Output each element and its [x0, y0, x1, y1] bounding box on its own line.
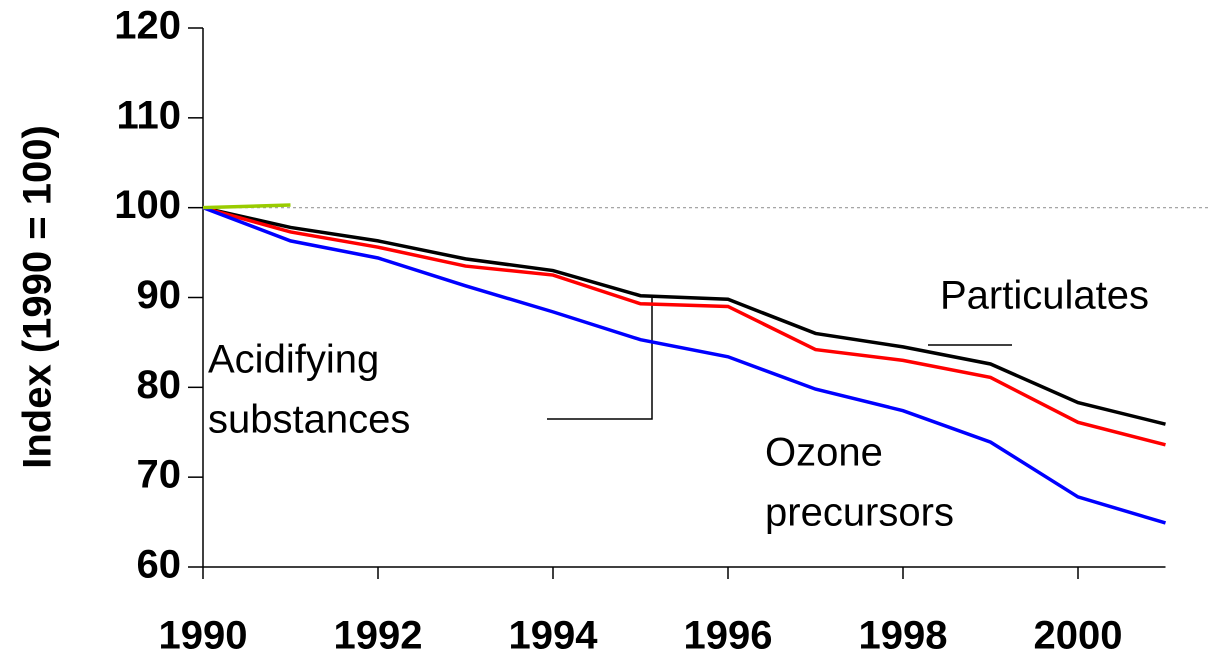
y-tick-label: 70 — [137, 453, 182, 497]
series-line — [202, 205, 1166, 426]
x-tick-label: 2000 — [1034, 614, 1123, 658]
annotation: Acidifying — [208, 338, 379, 382]
series-line — [202, 203, 291, 210]
annotation: precursors — [765, 491, 954, 535]
annotation: Particulates — [940, 274, 1149, 318]
y-tick-label: 90 — [137, 273, 182, 317]
y-tick-label: 100 — [114, 183, 181, 227]
series-line — [202, 206, 1166, 525]
x-tick-label: 1998 — [859, 614, 948, 658]
annotation: Ozone — [765, 431, 883, 475]
y-axis-label: Index (1990 = 100) — [16, 125, 60, 469]
x-tick-label: 1992 — [334, 614, 423, 658]
annotation: substances — [208, 398, 410, 442]
y-tick-label: 80 — [137, 363, 182, 407]
x-tick-label: 1990 — [159, 614, 248, 658]
y-tick-label: 60 — [137, 543, 182, 587]
y-tick-label: 110 — [116, 93, 181, 137]
x-tick-label: 1996 — [684, 614, 773, 658]
leader-line — [547, 297, 653, 420]
series-line — [202, 205, 1166, 447]
y-tick-label: 120 — [114, 4, 181, 48]
x-tick-label: 1994 — [509, 614, 599, 658]
